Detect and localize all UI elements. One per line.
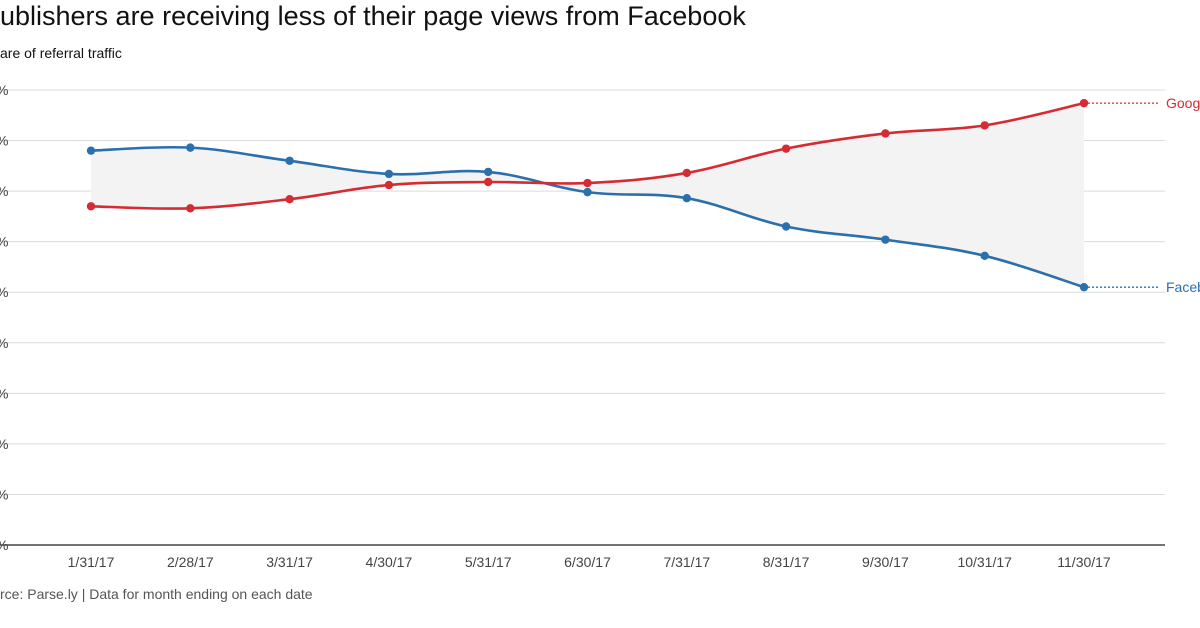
x-tick-label: 7/31/17: [663, 554, 710, 570]
data-point: [980, 251, 989, 261]
data-point: [86, 146, 96, 155]
x-tick-label: 4/30/17: [366, 554, 413, 570]
y-tick-label: %: [0, 385, 8, 401]
data-point: [881, 235, 890, 244]
data-point: [285, 156, 294, 165]
data-point: [384, 169, 394, 179]
y-tick-label: %: [0, 133, 8, 149]
data-point: [186, 143, 195, 152]
data-point: [583, 187, 592, 197]
data-point: [1079, 282, 1089, 292]
tick-labels: %%%%%%%%%% 1/31/17 2/28/17 3/31/17 4/30/17 5/…: [0, 82, 1200, 570]
y-tick-label: %: [0, 486, 8, 502]
x-tick-label: 10/31/17: [957, 554, 1012, 570]
fill-between-area: [91, 103, 1084, 288]
y-tick-label: %: [0, 284, 8, 300]
data-point: [285, 195, 294, 204]
y-tick-label: %: [0, 234, 8, 250]
y-tick-label: %: [0, 335, 8, 351]
data-point: [384, 180, 394, 190]
y-tick-label: %: [0, 537, 8, 553]
y-tick-label: %: [0, 436, 8, 452]
data-point: [484, 167, 493, 177]
series-end-label: Goog: [1166, 95, 1200, 111]
x-tick-label: 6/30/17: [564, 554, 611, 570]
chart-title: ublishers are receiving less of their pa…: [0, 1, 746, 31]
data-point: [781, 144, 791, 153]
x-tick-label: 3/31/17: [266, 554, 313, 570]
data-point: [781, 222, 791, 231]
data-point: [583, 178, 592, 188]
data-point: [881, 129, 890, 138]
fill-between-area-shape: [91, 103, 1084, 288]
x-tick-label: 2/28/17: [167, 554, 214, 570]
series-end-label: Faceb: [1166, 279, 1200, 295]
data-point: [1079, 98, 1089, 108]
x-tick-label: 1/31/17: [68, 554, 115, 570]
data-point: [484, 177, 493, 187]
y-tick-label: %: [0, 82, 8, 98]
data-point: [86, 202, 96, 211]
data-point: [980, 121, 989, 130]
chart-source: rce: Parse.ly | Data for month ending on…: [0, 586, 313, 602]
x-tick-label: 8/31/17: [763, 554, 810, 570]
x-tick-label: 5/31/17: [465, 554, 512, 570]
data-point: [682, 193, 691, 203]
y-tick-label: %: [0, 183, 8, 199]
data-point: [186, 204, 195, 213]
data-point: [682, 168, 691, 178]
series-points: [86, 98, 1089, 292]
chart-subtitle: are of referral traffic: [0, 45, 122, 61]
series-line: [89, 101, 1086, 210]
x-tick-label: 9/30/17: [862, 554, 909, 570]
x-tick-label: 11/30/17: [1057, 554, 1111, 570]
